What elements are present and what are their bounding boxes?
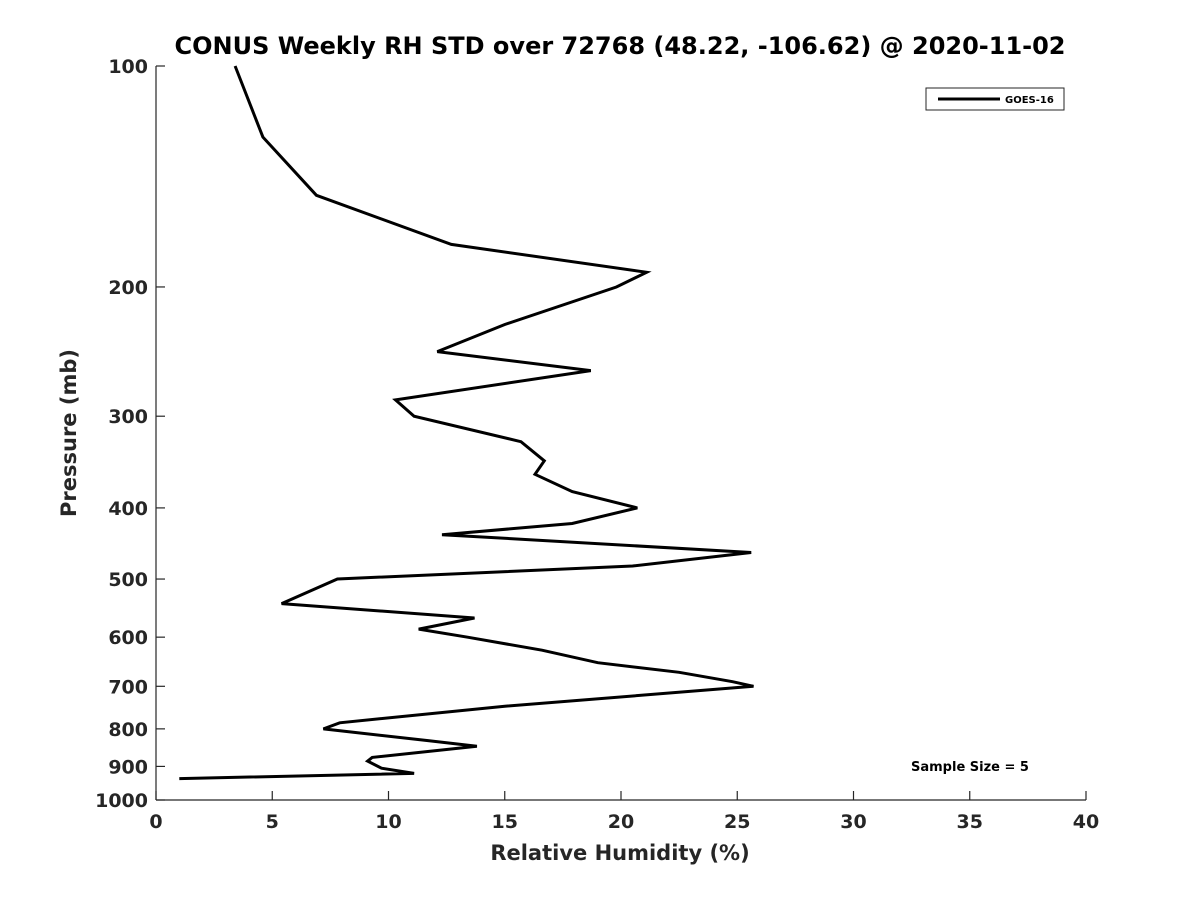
y-axis-label: Pressure (mb) xyxy=(57,349,81,517)
y-tick-label: 1000 xyxy=(95,790,148,812)
y-tick-label: 900 xyxy=(108,756,148,778)
y-tick-label: 500 xyxy=(108,569,148,591)
x-tick-label: 25 xyxy=(724,811,750,833)
x-tick-label: 5 xyxy=(266,811,279,833)
legend-entry-goes-16: GOES-16 xyxy=(1005,95,1054,106)
sample-size-annotation: Sample Size = 5 xyxy=(911,760,1029,775)
x-tick-label: 35 xyxy=(957,811,983,833)
y-tick-label: 300 xyxy=(108,406,148,428)
series-line-0 xyxy=(179,65,754,781)
y-tick-label: 100 xyxy=(108,56,148,78)
y-axis-ticks: 100 200 300 400 500 600 700 800 900 1000 xyxy=(95,56,165,812)
y-tick-label: 600 xyxy=(108,627,148,649)
series-layer xyxy=(179,65,754,781)
x-tick-label: 15 xyxy=(492,811,518,833)
y-tick-label: 200 xyxy=(108,277,148,299)
x-tick-label: 30 xyxy=(840,811,866,833)
x-tick-label: 20 xyxy=(608,811,634,833)
x-axis-label: Relative Humidity (%) xyxy=(490,841,749,865)
x-tick-label: 10 xyxy=(375,811,401,833)
x-axis-ticks: 0 5 10 15 20 25 30 35 40 xyxy=(149,791,1099,833)
y-tick-label: 400 xyxy=(108,498,148,520)
legend: GOES-16 xyxy=(925,87,1065,111)
x-tick-label: 0 xyxy=(149,811,162,833)
y-tick-label: 800 xyxy=(108,719,148,741)
y-tick-label: 700 xyxy=(108,676,148,698)
chart-title: CONUS Weekly RH STD over 72768 (48.22, -… xyxy=(174,32,1065,60)
x-tick-label: 40 xyxy=(1073,811,1099,833)
